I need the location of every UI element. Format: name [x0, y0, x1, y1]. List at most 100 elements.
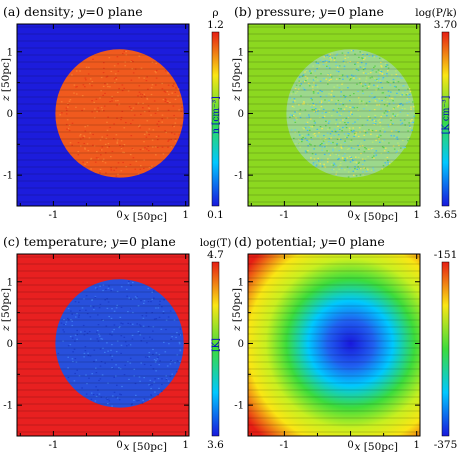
speckle — [85, 295, 88, 297]
speckle — [386, 73, 388, 75]
speckle — [395, 137, 397, 139]
speckle — [151, 61, 154, 63]
speckle — [130, 284, 132, 286]
speckle — [82, 84, 85, 86]
speckle — [381, 113, 384, 115]
speckle — [67, 367, 69, 369]
speckle — [407, 113, 409, 115]
speckle — [143, 141, 145, 143]
speckle — [344, 125, 347, 127]
speckle — [128, 106, 131, 108]
speckle — [357, 166, 359, 168]
speckle — [304, 150, 307, 152]
speckle — [164, 130, 166, 132]
speckle — [330, 76, 333, 78]
x-tick-label: 0 — [116, 210, 122, 221]
speckle — [174, 98, 177, 100]
speckle — [363, 134, 365, 136]
speckle — [349, 140, 352, 143]
speckle — [172, 85, 175, 87]
speckle — [332, 141, 334, 144]
speckle — [317, 62, 320, 64]
speckle — [93, 349, 96, 351]
speckle — [313, 158, 316, 160]
speckle — [303, 102, 305, 104]
speckle — [373, 77, 376, 79]
speckle — [311, 109, 314, 111]
speckle — [357, 156, 360, 158]
speckle — [60, 322, 63, 324]
speckle — [104, 162, 107, 164]
speckle — [327, 120, 330, 122]
speckle — [120, 286, 123, 288]
speckle — [347, 132, 349, 134]
speckle — [93, 360, 95, 363]
speckle — [107, 301, 110, 303]
speckle — [76, 93, 78, 95]
speckle — [115, 79, 118, 81]
speckle — [170, 138, 172, 141]
speckle — [303, 128, 305, 130]
speckle — [293, 115, 295, 117]
speckle — [160, 390, 163, 392]
speckle — [152, 326, 155, 328]
panel-title: (d) potential; y=0 plane — [234, 234, 385, 249]
speckle — [84, 330, 86, 332]
speckle — [394, 115, 397, 117]
speckle — [339, 103, 341, 105]
speckle — [380, 65, 382, 67]
speckle — [375, 154, 378, 156]
speckle — [307, 103, 309, 105]
speckle — [170, 359, 172, 362]
colorbar-min-label: 0.1 — [207, 209, 224, 221]
speckle — [390, 135, 393, 137]
speckle — [318, 65, 321, 67]
speckle — [371, 129, 374, 132]
speckle — [107, 143, 110, 145]
speckle — [149, 384, 151, 387]
speckle — [410, 120, 412, 122]
speckle — [161, 146, 164, 148]
speckle — [393, 81, 396, 83]
speckle — [397, 104, 400, 106]
speckle — [110, 290, 112, 292]
speckle — [348, 148, 350, 150]
speckle — [350, 129, 352, 131]
speckle — [329, 154, 332, 156]
speckle — [343, 94, 345, 97]
speckle — [170, 146, 173, 148]
speckle — [94, 295, 97, 298]
speckle — [354, 121, 356, 123]
speckle — [387, 67, 390, 69]
plot-frame — [247, 23, 421, 207]
speckle — [165, 375, 167, 377]
speckle — [404, 124, 406, 126]
speckle — [169, 310, 172, 312]
speckle — [377, 120, 380, 122]
speckle — [91, 81, 94, 83]
speckle — [85, 309, 87, 311]
speckle — [310, 157, 312, 159]
speckle — [362, 69, 365, 71]
speckle — [159, 300, 161, 302]
speckle — [359, 65, 362, 67]
speckle — [383, 112, 386, 114]
speckle — [337, 134, 340, 136]
speckle — [114, 73, 117, 75]
speckle — [105, 172, 107, 174]
speckle — [387, 70, 389, 72]
speckle — [311, 106, 313, 108]
speckle — [113, 169, 115, 171]
speckle — [304, 137, 307, 139]
speckle — [77, 142, 80, 144]
speckle — [369, 77, 372, 79]
speckle — [335, 173, 337, 175]
speckle — [136, 323, 138, 325]
speckle — [373, 56, 375, 58]
speckle — [143, 302, 145, 304]
speckle — [291, 114, 294, 116]
speckle — [329, 76, 331, 79]
speckle — [341, 89, 343, 91]
speckle — [381, 131, 384, 133]
speckle — [130, 123, 132, 125]
